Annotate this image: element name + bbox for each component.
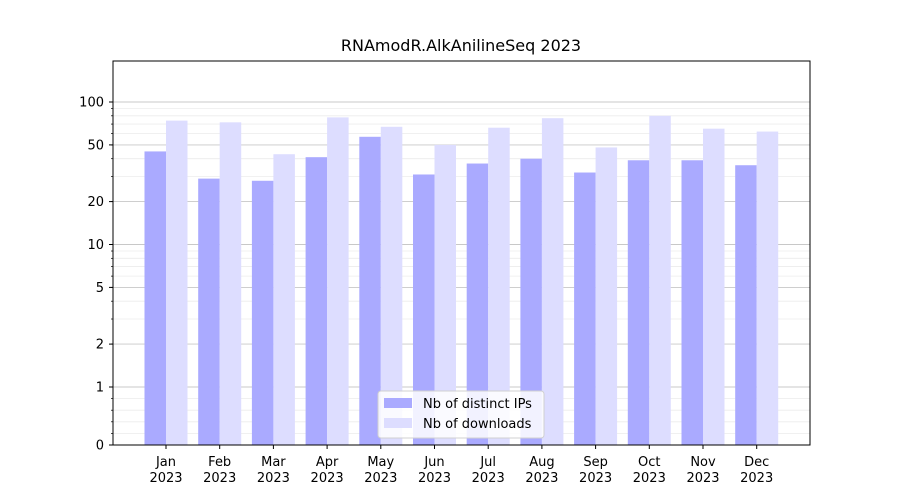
y-tick-label: 10: [87, 238, 104, 253]
bar-distinct-ips-12: [735, 165, 757, 445]
plot-frame: [112, 60, 811, 446]
bar-downloads-3: [273, 154, 295, 445]
x-tick-label: Jun 2023: [418, 455, 451, 486]
bar-downloads-6: [434, 144, 456, 445]
bar-distinct-ips-9: [574, 172, 596, 446]
legend-label: Nb of downloads: [423, 417, 532, 432]
bar-distinct-ips-5: [359, 136, 381, 445]
bar-downloads-9: [595, 147, 618, 445]
bar-distinct-ips-2: [198, 178, 220, 446]
x-tick-label: Nov 2023: [686, 455, 719, 486]
x-tick-label: Apr 2023: [311, 455, 344, 486]
legend-swatch: [384, 398, 412, 408]
x-tick-label: Mar 2023: [257, 455, 290, 486]
bar-distinct-ips-3: [251, 180, 274, 446]
x-tick-label: Oct 2023: [633, 455, 666, 486]
y-tick-label: 5: [96, 281, 104, 296]
axes-layer: 0 1 2 5 10 20 50 100 Jan 2023 Feb 2023 Mar 2023 Apr 202…: [79, 96, 773, 487]
x-tick-label: Jan 2023: [149, 455, 182, 486]
bar-downloads-11: [703, 128, 725, 445]
y-tick-label: 1: [96, 381, 104, 396]
legend: Nb of distinct IPs Nb of downloads: [377, 390, 545, 439]
bar-downloads-10: [649, 115, 671, 445]
x-tick-label: May 2023: [364, 455, 397, 486]
bar-distinct-ips-11: [681, 160, 703, 445]
legend-box: [377, 390, 545, 439]
y-tick-label: 0: [96, 439, 104, 454]
legend-label: Nb of distinct IPs: [423, 397, 532, 412]
bar-downloads-7: [488, 127, 510, 445]
y-tick-label: 50: [87, 138, 104, 153]
bar-downloads-2: [219, 122, 242, 446]
bar-distinct-ips-1: [144, 151, 166, 445]
bar-distinct-ips-6: [413, 174, 435, 445]
chart-title: RNAmodR.AlkAnilineSeq 2023: [341, 36, 581, 55]
bar-distinct-ips-10: [627, 160, 650, 445]
x-tick-label: Aug 2023: [525, 455, 558, 486]
x-tick-label: Dec 2023: [740, 455, 773, 486]
x-tick-label: Feb 2023: [203, 455, 236, 486]
x-tick-label: Sep 2023: [579, 455, 612, 486]
bar-downloads-12: [756, 131, 779, 446]
y-tick-label: 100: [79, 96, 104, 111]
bar-downloads-8: [541, 118, 564, 445]
y-tick-label: 20: [87, 195, 104, 210]
y-tick-label: 2: [96, 338, 104, 353]
x-tick-label: Jul 2023: [472, 455, 505, 486]
bar-distinct-ips-7: [466, 163, 489, 445]
bar-downloads-5: [380, 126, 403, 446]
bar-downloads-1: [166, 120, 188, 445]
bars-layer: [144, 115, 779, 446]
bar-downloads-4: [327, 117, 349, 445]
legend-swatch: [384, 418, 412, 428]
bar-distinct-ips-8: [520, 158, 542, 445]
bar-distinct-ips-4: [305, 157, 328, 446]
